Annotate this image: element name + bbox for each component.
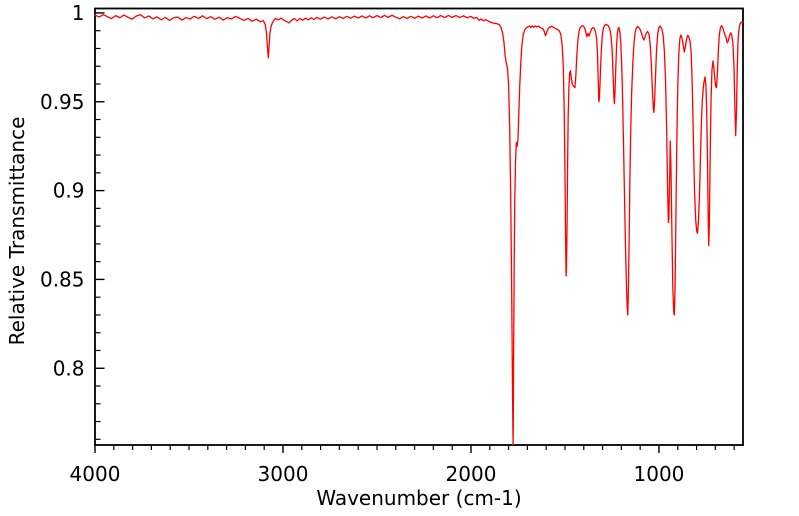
spectrum-curve bbox=[94, 14, 744, 446]
x-tick-label: 3000 bbox=[258, 462, 309, 486]
y-tick-label: 0.95 bbox=[40, 90, 85, 114]
plot-border bbox=[94, 7, 744, 446]
x-tick-label: 1000 bbox=[634, 462, 685, 486]
y-tick-label: 0.8 bbox=[53, 356, 85, 380]
y-tick-label: 0.9 bbox=[53, 179, 85, 203]
x-tick-label: 4000 bbox=[70, 462, 121, 486]
x-tick-label: 2000 bbox=[446, 462, 497, 486]
y-axis-label: Relative Transmittance bbox=[5, 116, 29, 346]
y-tick-label: 1 bbox=[72, 1, 85, 25]
x-axis-label: Wavenumber (cm-1) bbox=[316, 486, 522, 510]
y-tick-label: 0.85 bbox=[40, 267, 85, 291]
